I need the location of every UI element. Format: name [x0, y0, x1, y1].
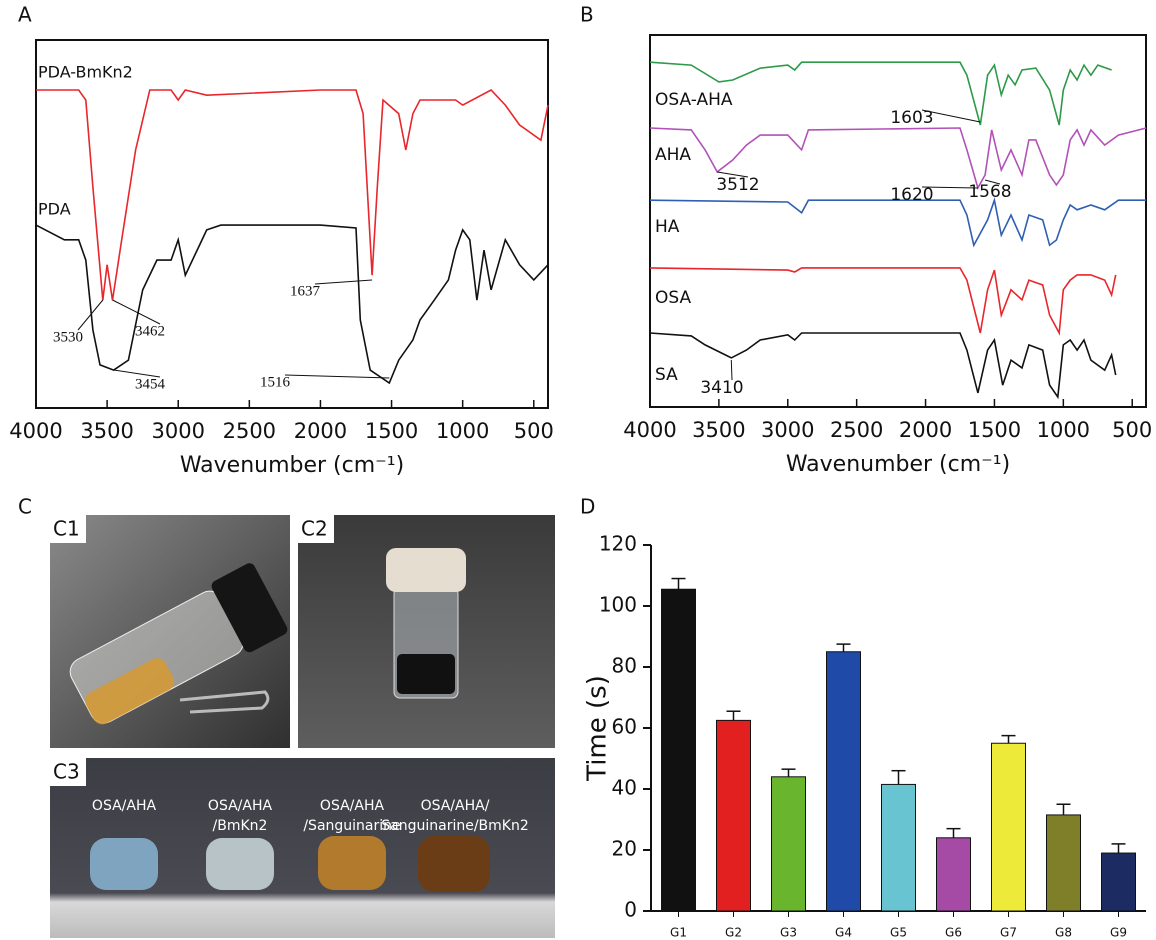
- x-tick-label: 2000: [899, 418, 952, 442]
- photo-caption: /BmKn2: [213, 818, 268, 834]
- photo-label: C1: [53, 517, 80, 541]
- bar: [827, 652, 861, 911]
- panel-letter: D: [580, 495, 595, 519]
- y-tick-label: 80: [612, 654, 637, 678]
- x-axis-label: Wavenumber (cm⁻¹): [180, 453, 404, 478]
- x-axis-label: Wavenumber (cm⁻¹): [786, 452, 1010, 477]
- photo-label: C2: [301, 517, 328, 541]
- series-label: OSA: [655, 288, 691, 308]
- bar: [882, 784, 916, 911]
- annotation-arrow: [315, 280, 372, 284]
- annotation: 1620: [890, 185, 933, 205]
- spectrum-line: [36, 225, 548, 383]
- x-tick-label: 3500: [80, 419, 133, 443]
- y-tick-label: 100: [599, 593, 637, 617]
- x-tick-label: 2500: [830, 418, 883, 442]
- photo-c1: [50, 515, 290, 748]
- series-label: PDA-BmKn2: [38, 63, 133, 82]
- x-tick-label: G1: [670, 926, 687, 940]
- photo-c3: [50, 758, 555, 938]
- photo-c2: [298, 515, 555, 748]
- photo-caption: OSA/AHA/: [421, 798, 490, 814]
- x-tick-label: G8: [1055, 926, 1072, 940]
- annotation: 3454: [135, 376, 166, 392]
- x-tick-label: G2: [725, 926, 742, 940]
- bar: [937, 838, 971, 911]
- y-tick-label: 120: [599, 532, 637, 556]
- photo-caption: OSA/AHA: [320, 798, 385, 814]
- spectrum-line: [650, 200, 1146, 245]
- panel-letter: C: [18, 495, 32, 519]
- series-label: AHA: [655, 145, 691, 165]
- x-tick-label: G5: [890, 926, 907, 940]
- photo-caption: OSA/AHA: [92, 798, 157, 814]
- panel-letter: A: [18, 3, 32, 27]
- annotation-arrow: [285, 375, 389, 378]
- x-tick-label: G9: [1110, 926, 1127, 940]
- bar: [1102, 853, 1136, 911]
- x-tick-label: 1500: [968, 418, 1021, 442]
- annotation: 3530: [53, 329, 83, 345]
- series-label: SA: [655, 365, 678, 385]
- photo-label: C3: [53, 760, 80, 784]
- y-tick-label: 20: [612, 837, 637, 861]
- x-tick-label: 1000: [436, 419, 489, 443]
- y-tick-label: 60: [612, 715, 637, 739]
- x-tick-label: 4000: [9, 419, 62, 443]
- spectrum-line: [650, 268, 1116, 333]
- y-axis-label: Time (s): [583, 675, 613, 782]
- x-tick-label: 1500: [365, 419, 418, 443]
- bar: [717, 720, 751, 911]
- x-tick-label: G3: [780, 926, 797, 940]
- annotation: 1637: [290, 283, 321, 299]
- bar: [772, 777, 806, 911]
- x-tick-label: 2000: [294, 419, 347, 443]
- panel-letter: B: [580, 3, 594, 27]
- annotation: 3512: [716, 175, 759, 195]
- photo-caption: OSA/AHA: [208, 798, 273, 814]
- x-tick-label: 3000: [151, 419, 204, 443]
- bar: [992, 743, 1026, 911]
- spectrum-line: [36, 90, 548, 300]
- photo-caption: Sanguinarine/BmKn2: [381, 818, 529, 834]
- annotation: 3462: [135, 323, 165, 339]
- x-tick-label: 2500: [223, 419, 276, 443]
- x-tick-label: 500: [514, 419, 554, 443]
- x-tick-label: 3000: [761, 418, 814, 442]
- series-label: HA: [655, 217, 680, 237]
- y-tick-label: 0: [624, 898, 637, 922]
- annotation: 1516: [260, 374, 291, 390]
- y-tick-label: 40: [612, 776, 637, 800]
- figure: A B C D C1 C2 C3 OSA/AHA OSA/AHA/BmKn2 OSA/AHA/Sa…: [0, 0, 1156, 940]
- bar: [1047, 815, 1081, 911]
- annotation: 3410: [700, 378, 743, 398]
- x-tick-label: G6: [945, 926, 962, 940]
- annotation-arrow: [731, 360, 732, 380]
- series-label: OSA-AHA: [655, 90, 733, 110]
- x-tick-label: G7: [1000, 926, 1017, 940]
- annotation: 1603: [890, 108, 933, 128]
- plot-frame: [36, 40, 548, 408]
- annotation: 1568: [968, 182, 1011, 202]
- series-label: PDA: [38, 200, 71, 219]
- x-tick-label: 3500: [692, 418, 745, 442]
- x-tick-label: 500: [1112, 418, 1152, 442]
- x-tick-label: 4000: [623, 418, 676, 442]
- x-tick-label: G4: [835, 926, 852, 940]
- bar: [662, 589, 696, 911]
- x-tick-label: 1000: [1037, 418, 1090, 442]
